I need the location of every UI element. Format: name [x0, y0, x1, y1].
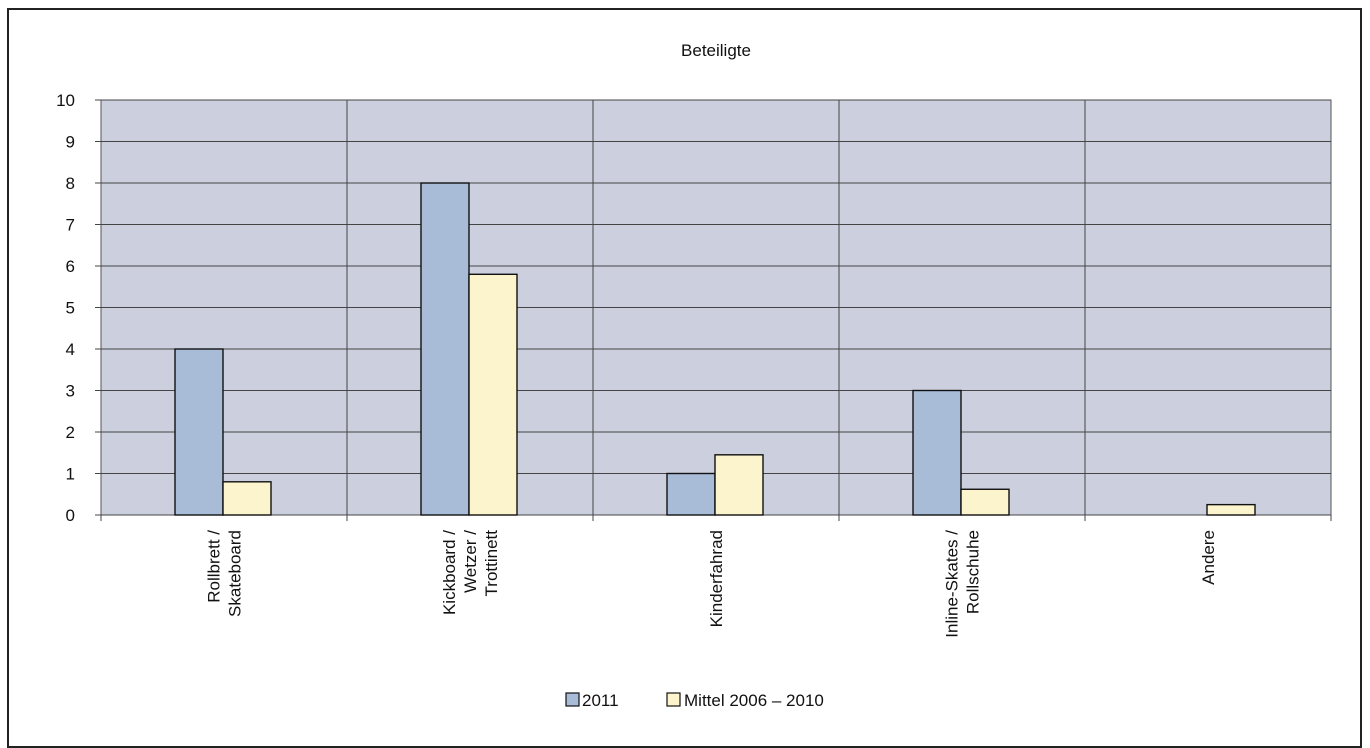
- legend-swatch-2011: [565, 692, 580, 707]
- legend-swatch-mittel: [666, 692, 681, 707]
- bar-series1: [174, 348, 224, 516]
- y-tick-label: 8: [66, 174, 75, 193]
- y-tick-label: 6: [66, 257, 75, 276]
- chart-title: Beteiligte: [681, 41, 751, 60]
- bar-series2: [222, 481, 272, 516]
- y-tick-label: 7: [66, 216, 75, 235]
- bar-series1: [420, 182, 470, 516]
- category-label: Rollschuhe: [964, 530, 983, 614]
- category-label: Skateboard: [226, 530, 245, 617]
- category-label: Andere: [1199, 530, 1218, 585]
- bar-series1: [912, 389, 962, 516]
- y-tick-label: 1: [66, 465, 75, 484]
- category-label: Trottinett: [482, 530, 501, 597]
- legend-label-mittel: Mittel 2006 – 2010: [684, 691, 824, 710]
- y-tick-label: 10: [56, 91, 75, 110]
- category-label: Kickboard /: [440, 530, 459, 615]
- bar-series2: [960, 488, 1010, 516]
- y-tick-label: 9: [66, 133, 75, 152]
- y-tick-label: 5: [66, 299, 75, 318]
- bar-series2: [468, 273, 518, 516]
- bar-series2: [1206, 503, 1256, 516]
- y-tick-label: 4: [66, 340, 75, 359]
- bar-series2: [714, 454, 764, 516]
- category-label: Kinderfahrad: [707, 530, 726, 627]
- y-tick-label: 2: [66, 423, 75, 442]
- bar-series1: [666, 472, 716, 516]
- legend-label-2011: 2011: [582, 691, 619, 710]
- chart-frame: Beteiligte 0 1 2 3 4 5 6 7 8 9 10 Rollbrett / Skatebo…: [7, 8, 1362, 748]
- category-label: Rollbrett /: [205, 530, 224, 603]
- category-label: Inline-Skates /: [943, 530, 962, 638]
- y-tick-label: 0: [66, 506, 75, 525]
- y-tick-label: 3: [66, 382, 75, 401]
- category-label: Wetzer /: [461, 530, 480, 593]
- bar-chart: Beteiligte 0 1 2 3 4 5 6 7 8 9 10 Rollbrett / Skatebo…: [56, 41, 1332, 710]
